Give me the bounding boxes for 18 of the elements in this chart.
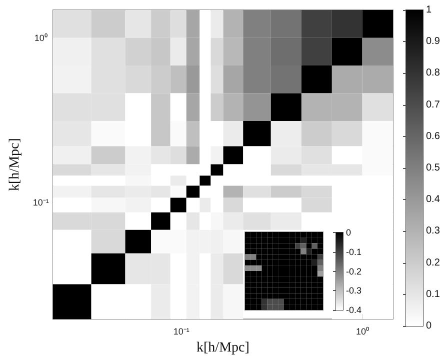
x-axis-title: k[h/Mpc] (196, 340, 250, 356)
color-bar-label: 1 (426, 4, 432, 16)
color-bar-label: 0.1 (426, 288, 440, 300)
color-bar-label: 0 (426, 320, 432, 332)
color-bar-label: -0.1 (346, 246, 362, 257)
color-bar-label: 0 (346, 228, 352, 238)
color-bar-label: -0.3 (346, 286, 362, 296)
color-bar-label: 0.2 (426, 257, 440, 268)
color-bar-label: 0.5 (426, 162, 440, 174)
color-bar-label: 0.7 (426, 99, 440, 110)
color-bar-label: 0.8 (426, 68, 440, 79)
color-bar-label: 0.4 (426, 194, 440, 206)
color-bar-label: -0.2 (346, 266, 362, 276)
color-bar-label: -0.4 (346, 305, 362, 315)
color-bar-label: 0.9 (426, 36, 440, 48)
y-axis-title: k[h/Mpc] (8, 138, 22, 191)
color-bar-label: 0.3 (426, 226, 440, 237)
color-bar-label: 0.6 (426, 130, 440, 142)
